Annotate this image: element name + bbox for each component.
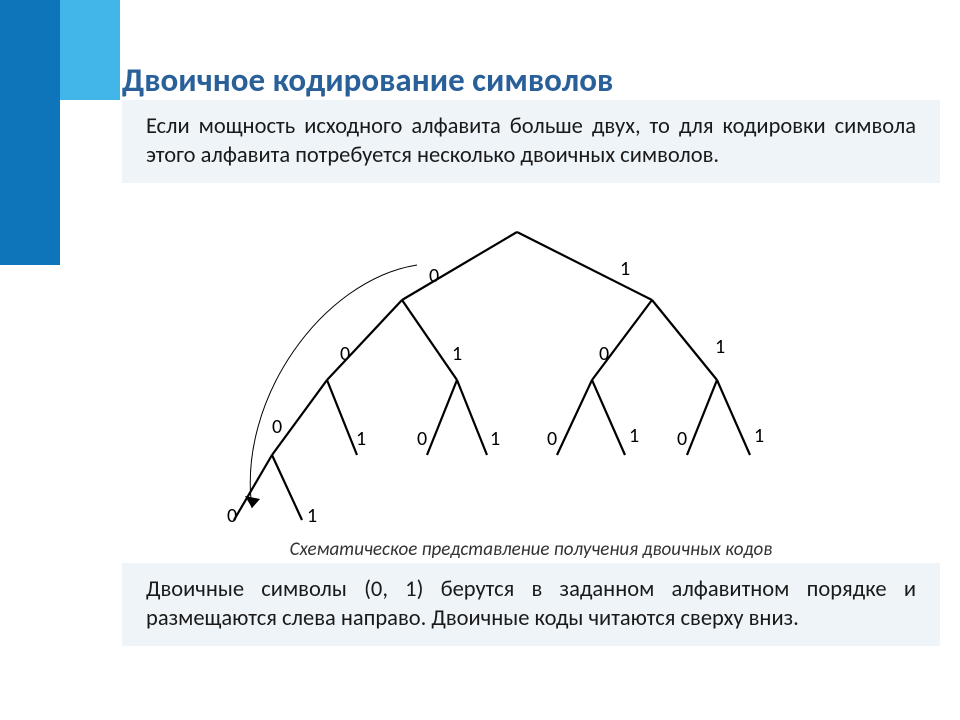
edge-label: 1 <box>715 335 725 359</box>
tree-edge <box>517 232 652 300</box>
edge-label: 1 <box>356 427 366 451</box>
edge-label: 0 <box>599 342 609 366</box>
bottom-paragraph: Двоичные символы (0, 1) берутся в заданн… <box>122 563 940 646</box>
accent-bar-dark <box>0 0 60 265</box>
edge-label: 1 <box>452 342 462 366</box>
edge-label: 0 <box>677 427 687 451</box>
edge-label: 0 <box>417 427 427 451</box>
tree-edge <box>557 380 592 455</box>
tree-edge <box>652 300 717 380</box>
accent-bar-light <box>60 0 120 100</box>
edge-label: 0 <box>547 427 557 451</box>
edge-label: 1 <box>307 504 317 528</box>
tree-edge <box>687 380 717 455</box>
intro-paragraph: Если мощность исходного алфавита больше … <box>122 100 940 183</box>
tree-edge <box>592 300 652 380</box>
tree-edge <box>457 380 487 455</box>
guide-arrow-head <box>245 496 260 508</box>
edge-label: 0 <box>272 415 282 439</box>
tree-edge <box>327 300 402 380</box>
tree-edge <box>402 300 457 380</box>
edge-label: 1 <box>620 257 630 281</box>
edge-label: 1 <box>629 424 639 448</box>
edge-label: 1 <box>754 424 764 448</box>
tree-edge <box>717 380 750 455</box>
edge-label: 0 <box>227 504 237 528</box>
edge-label: 0 <box>429 264 439 288</box>
tree-edge <box>234 455 272 520</box>
tree-edge <box>402 232 517 300</box>
tree-edge <box>327 380 357 455</box>
edge-label: 0 <box>340 342 350 366</box>
edge-label: 1 <box>490 427 500 451</box>
tree-edge <box>272 455 302 520</box>
diagram-caption: Схематическое представление получения дв… <box>122 538 940 561</box>
guide-arrow <box>250 265 417 508</box>
binary-tree-diagram: 0 1 0 1 0 1 0 1 0 1 0 1 0 1 0 1 <box>122 220 940 540</box>
page-title: Двоичное кодирование символов <box>122 60 613 100</box>
tree-edge <box>427 380 457 455</box>
tree-edge <box>592 380 625 455</box>
